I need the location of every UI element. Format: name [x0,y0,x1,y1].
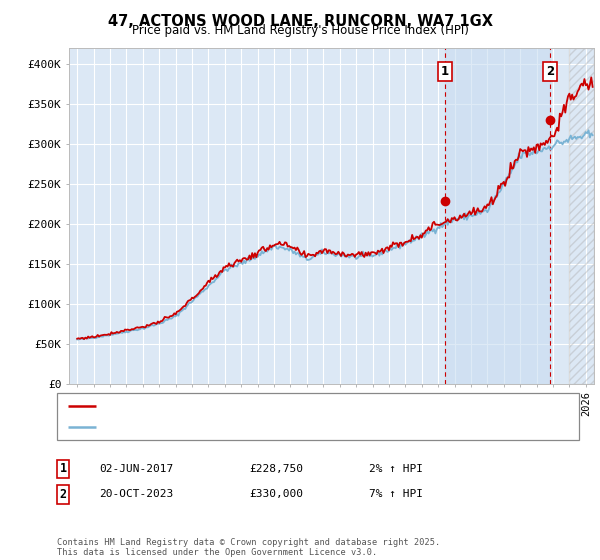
Text: 47, ACTONS WOOD LANE, RUNCORN, WA7 1GX: 47, ACTONS WOOD LANE, RUNCORN, WA7 1GX [107,14,493,29]
Bar [569,48,594,384]
Text: 7% ↑ HPI: 7% ↑ HPI [369,489,423,500]
Text: 1: 1 [59,462,67,475]
Bar [569,48,594,384]
Text: £228,750: £228,750 [249,464,303,474]
Text: 20-OCT-2023: 20-OCT-2023 [99,489,173,500]
Bar [445,48,550,384]
Text: 2% ↑ HPI: 2% ↑ HPI [369,464,423,474]
Text: Price paid vs. HM Land Registry's House Price Index (HPI): Price paid vs. HM Land Registry's House … [131,24,469,37]
Text: £330,000: £330,000 [249,489,303,500]
Text: Contains HM Land Registry data © Crown copyright and database right 2025.
This d: Contains HM Land Registry data © Crown c… [57,538,440,557]
Text: 2: 2 [545,64,554,78]
Text: 1: 1 [441,64,449,78]
Text: 47, ACTONS WOOD LANE, RUNCORN, WA7 1GX (detached house): 47, ACTONS WOOD LANE, RUNCORN, WA7 1GX (… [101,400,445,410]
Text: 2: 2 [59,488,67,501]
Text: 02-JUN-2017: 02-JUN-2017 [99,464,173,474]
Text: HPI: Average price, detached house, Halton: HPI: Average price, detached house, Halt… [101,422,364,432]
